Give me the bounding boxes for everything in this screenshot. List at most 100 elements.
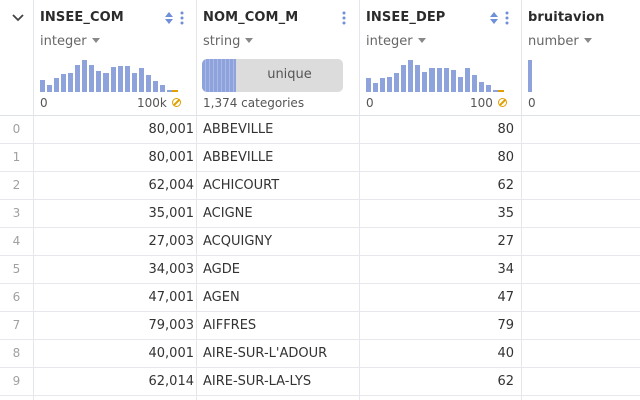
column-type-dropdown[interactable]: integer bbox=[40, 34, 100, 49]
column-menu-icon[interactable] bbox=[341, 10, 347, 26]
column-name[interactable]: NOM_COM_M bbox=[203, 10, 299, 25]
histogram-bar[interactable] bbox=[380, 78, 386, 92]
histogram-bar[interactable] bbox=[152, 81, 158, 92]
collapse-toggle[interactable] bbox=[0, 0, 33, 116]
column-header-insee-dep[interactable]: INSEE_DEP integer 0 100 bbox=[359, 0, 521, 116]
cell-insee-dep[interactable]: 79 bbox=[497, 318, 514, 333]
histogram[interactable] bbox=[366, 58, 500, 92]
table-row[interactable]: 2 62,004 ACHICOURT 62 bbox=[0, 172, 640, 200]
histogram-bar[interactable] bbox=[159, 85, 165, 92]
table-row[interactable]: 5 34,003 AGDE 34 bbox=[0, 256, 640, 284]
cell-nom-com-m[interactable]: ACIGNE bbox=[203, 206, 253, 221]
table-row[interactable]: 8 40,001 AIRE-SUR-L'ADOUR 40 bbox=[0, 340, 640, 368]
histogram-bar[interactable] bbox=[457, 77, 463, 92]
histogram-bar[interactable] bbox=[124, 66, 130, 92]
cell-insee-dep[interactable]: 40 bbox=[497, 346, 514, 361]
histogram-bar[interactable] bbox=[166, 90, 172, 92]
null-values-icon[interactable] bbox=[172, 98, 181, 107]
histogram-bar[interactable] bbox=[492, 90, 498, 92]
cell-insee-com[interactable]: 27,003 bbox=[148, 234, 195, 249]
histogram-bar[interactable] bbox=[47, 85, 53, 92]
table-row[interactable]: 4 27,003 ACQUIGNY 27 bbox=[0, 228, 640, 256]
histogram-bar[interactable] bbox=[394, 73, 400, 92]
cell-insee-dep[interactable]: 62 bbox=[497, 374, 514, 389]
cell-insee-com[interactable]: 40,001 bbox=[148, 346, 195, 361]
histogram-bar[interactable] bbox=[110, 67, 116, 92]
column-menu-icon[interactable] bbox=[179, 10, 185, 26]
column-type-dropdown[interactable]: integer bbox=[366, 34, 426, 49]
histogram-bar[interactable] bbox=[471, 75, 477, 92]
cell-insee-com[interactable]: 80,001 bbox=[148, 150, 195, 165]
histogram-bar[interactable] bbox=[429, 68, 435, 92]
cell-nom-com-m[interactable]: AIRE-SUR-L'ADOUR bbox=[203, 346, 328, 361]
cell-insee-dep[interactable]: 34 bbox=[497, 262, 514, 277]
column-name[interactable]: bruitavion bbox=[528, 10, 605, 25]
histogram-bar[interactable] bbox=[436, 68, 442, 92]
histogram-bar[interactable] bbox=[82, 60, 88, 92]
column-menu-icon[interactable] bbox=[504, 10, 510, 26]
sort-icon[interactable] bbox=[164, 10, 174, 26]
column-header-nom-com-m[interactable]: NOM_COM_M string bbox=[196, 0, 359, 116]
cell-insee-dep[interactable]: 35 bbox=[497, 206, 514, 221]
column-separator[interactable] bbox=[196, 0, 197, 400]
histogram-bar[interactable] bbox=[68, 73, 74, 92]
cell-insee-com[interactable]: 47,001 bbox=[148, 290, 195, 305]
histogram-bar[interactable] bbox=[131, 73, 137, 92]
chevron-down-icon[interactable] bbox=[11, 12, 25, 24]
cell-insee-com[interactable]: 35,001 bbox=[148, 206, 195, 221]
column-name[interactable]: INSEE_DEP bbox=[366, 10, 446, 25]
table-row[interactable]: 1 80,001 ABBEVILLE 80 bbox=[0, 144, 640, 172]
histogram-bar[interactable] bbox=[415, 65, 421, 92]
cell-insee-com[interactable]: 62,004 bbox=[148, 178, 195, 193]
cell-nom-com-m[interactable]: ACQUIGNY bbox=[203, 234, 273, 249]
table-row[interactable]: 7 79,003 AIFFRES 79 bbox=[0, 312, 640, 340]
histogram-bar[interactable] bbox=[450, 70, 456, 92]
histogram-bar[interactable] bbox=[138, 68, 144, 92]
cell-insee-com[interactable]: 79,003 bbox=[148, 318, 195, 333]
histogram-bar[interactable] bbox=[528, 60, 532, 92]
histogram-bar[interactable] bbox=[117, 66, 123, 92]
histogram-bar[interactable] bbox=[401, 65, 407, 92]
histogram-bar[interactable] bbox=[145, 75, 151, 92]
column-header-bruitavion[interactable]: bruitavion number 0 bbox=[521, 0, 640, 116]
histogram-bar[interactable] bbox=[54, 78, 60, 92]
cell-nom-com-m[interactable]: ABBEVILLE bbox=[203, 122, 274, 137]
cell-nom-com-m[interactable]: ACHICOURT bbox=[203, 178, 280, 193]
histogram-bar[interactable] bbox=[103, 73, 109, 92]
table-row[interactable]: 6 47,001 AGEN 47 bbox=[0, 284, 640, 312]
histogram-bar[interactable] bbox=[40, 80, 46, 92]
table-row[interactable]: 0 80,001 ABBEVILLE 80 bbox=[0, 116, 640, 144]
histogram-bar[interactable] bbox=[61, 74, 67, 92]
sort-icon[interactable] bbox=[489, 10, 499, 26]
histogram[interactable] bbox=[40, 58, 174, 92]
histogram[interactable] bbox=[528, 58, 534, 92]
table-row[interactable]: 9 62,014 AIRE-SUR-LA-LYS 62 bbox=[0, 368, 640, 396]
column-separator[interactable] bbox=[359, 0, 360, 400]
column-type-dropdown[interactable]: number bbox=[528, 34, 592, 49]
cell-nom-com-m[interactable]: AGDE bbox=[203, 262, 240, 277]
column-type-dropdown[interactable]: string bbox=[203, 34, 254, 49]
histogram-bar[interactable] bbox=[366, 78, 372, 92]
histogram-bar[interactable] bbox=[387, 77, 393, 92]
histogram-bar[interactable] bbox=[485, 85, 491, 92]
cell-insee-com[interactable]: 34,003 bbox=[148, 262, 195, 277]
histogram-bar[interactable] bbox=[422, 72, 428, 92]
histogram-bar[interactable] bbox=[96, 71, 102, 92]
histogram-bar[interactable] bbox=[464, 68, 470, 92]
cell-insee-dep[interactable]: 62 bbox=[497, 178, 514, 193]
cell-nom-com-m[interactable]: AGEN bbox=[203, 290, 240, 305]
cell-nom-com-m[interactable]: ABBEVILLE bbox=[203, 150, 274, 165]
cell-nom-com-m[interactable]: AIRE-SUR-LA-LYS bbox=[203, 374, 312, 389]
cell-insee-dep[interactable]: 80 bbox=[497, 150, 514, 165]
histogram-bar[interactable] bbox=[408, 60, 414, 92]
histogram-bar[interactable] bbox=[478, 82, 484, 92]
histogram-bar[interactable] bbox=[443, 68, 449, 92]
cell-insee-dep[interactable]: 80 bbox=[497, 122, 514, 137]
histogram-bar[interactable] bbox=[373, 83, 379, 92]
unique-values-summary[interactable]: unique bbox=[202, 59, 343, 92]
column-name[interactable]: INSEE_COM bbox=[40, 10, 124, 25]
histogram-bar[interactable] bbox=[75, 65, 81, 92]
table-row[interactable]: 3 35,001 ACIGNE 35 bbox=[0, 200, 640, 228]
cell-insee-com[interactable]: 62,014 bbox=[148, 374, 195, 389]
cell-insee-com[interactable]: 80,001 bbox=[148, 122, 195, 137]
